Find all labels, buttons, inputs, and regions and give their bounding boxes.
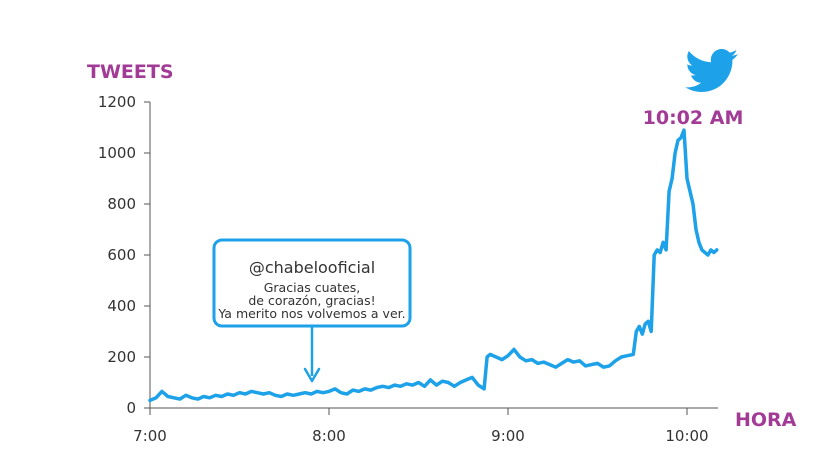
- callout-line-2: de corazón, gracias!: [248, 293, 375, 308]
- twitter-bird-icon: [685, 49, 738, 92]
- y-tick-label: 600: [107, 246, 136, 264]
- y-axis-ticks: 0 200 400 600 800 1000 1200: [98, 93, 150, 417]
- y-axis-title: TWEETS: [87, 61, 174, 83]
- y-tick-label: 800: [107, 195, 136, 213]
- callout: @chabelooficial Gracias cuates, de coraz…: [212, 238, 412, 383]
- x-tick-label: 10:00: [665, 427, 708, 445]
- y-tick-label: 1200: [98, 93, 136, 111]
- x-axis-title: HORA: [735, 409, 797, 431]
- callout-line-1: Gracias cuates,: [264, 280, 361, 295]
- peak-time-label: 10:02 AM: [643, 107, 744, 129]
- y-tick-label: 0: [126, 399, 136, 417]
- x-tick-label: 7:00: [133, 427, 167, 445]
- callout-line-3: Ya merito nos volvemos a ver.: [217, 306, 405, 321]
- callout-pointer-arrowhead: [303, 367, 321, 383]
- x-tick-label: 8:00: [312, 427, 346, 445]
- y-tick-label: 200: [107, 348, 136, 366]
- y-tick-label: 400: [107, 297, 136, 315]
- series-line-tweets: [148, 128, 719, 403]
- callout-box: [212, 238, 412, 328]
- x-tick-label: 9:00: [491, 427, 525, 445]
- callout-handle: @chabelooficial: [249, 258, 375, 277]
- y-tick-label: 1000: [98, 144, 136, 162]
- x-axis-ticks: 7:00 8:00 9:00 10:00: [133, 408, 709, 445]
